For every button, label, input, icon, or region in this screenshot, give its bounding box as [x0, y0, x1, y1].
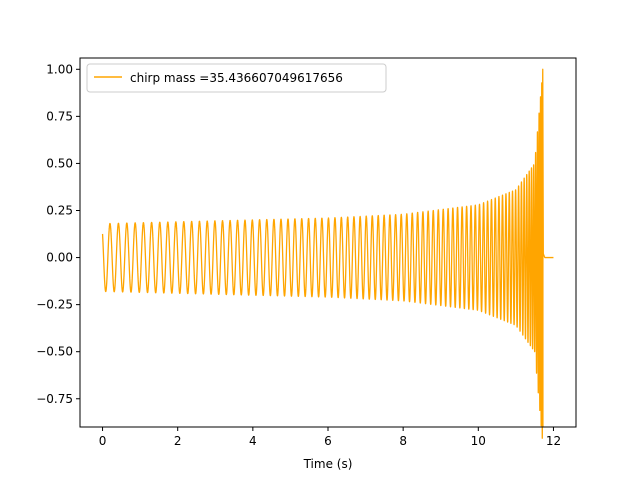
- y-tick-label: −0.75: [36, 392, 73, 406]
- series-line-chirp: [101, 68, 554, 439]
- x-tick-label: 6: [324, 434, 332, 448]
- x-tick-label: 4: [249, 434, 257, 448]
- legend-box: [86, 63, 387, 93]
- legend-label: chirp mass =35.436607049617656: [130, 71, 343, 85]
- x-tick-label: 12: [546, 434, 561, 448]
- x-tick-label: 8: [399, 434, 407, 448]
- plot-area: [101, 68, 554, 439]
- y-tick-label: −0.25: [36, 298, 73, 312]
- x-tick-label: 10: [471, 434, 486, 448]
- y-tick-label: 0.25: [46, 203, 73, 217]
- ticks: 0 2 4 6 8 10 12 −0.75 −0.50 −0.25 0.00 0.25 0.50 0.75…: [36, 62, 561, 448]
- y-tick-label: −0.50: [36, 345, 73, 359]
- x-axis-label: Time (s): [303, 457, 353, 471]
- y-tick-label: 0.50: [46, 156, 73, 170]
- x-tick-label: 0: [99, 434, 107, 448]
- y-tick-label: 1.00: [46, 62, 73, 76]
- x-tick-label: 2: [174, 434, 182, 448]
- y-tick-label: 0.00: [46, 251, 73, 265]
- y-tick-label: 0.75: [46, 109, 73, 123]
- legend: chirp mass =35.436607049617656: [86, 63, 387, 93]
